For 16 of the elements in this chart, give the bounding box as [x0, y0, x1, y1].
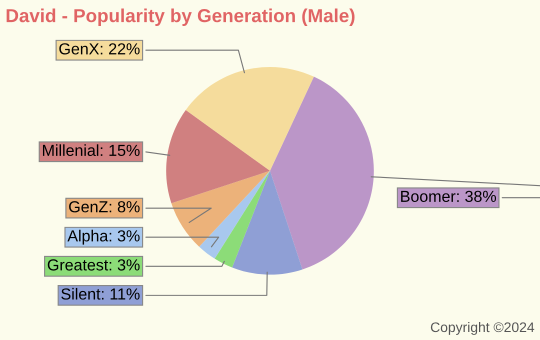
- text: Copyright ©2024: [430, 322, 534, 335]
- slice-label: Alpha: 3%: [67, 230, 140, 245]
- slice-label: Greatest: 3%: [48, 259, 140, 271]
- slice-label: GenX: 22%: [59, 43, 140, 54]
- pie-slice: [214, 170, 270, 268]
- slice-label: Millenial: 15%: [42, 144, 140, 156]
- pie-slice: [199, 170, 270, 259]
- pie-slice: [270, 76, 374, 270]
- slice-label: Silent: 11%: [61, 288, 140, 300]
- pie-slice: [166, 110, 270, 204]
- pie-slice: [186, 66, 314, 171]
- chart-title: David - Popularity by Generation (Male): [6, 8, 355, 26]
- slice-label: Boomer: 38%: [401, 190, 496, 202]
- pie-slice: [232, 170, 302, 275]
- slice-label: GenZ: 8%: [69, 201, 140, 212]
- pie-slice: [171, 170, 270, 247]
